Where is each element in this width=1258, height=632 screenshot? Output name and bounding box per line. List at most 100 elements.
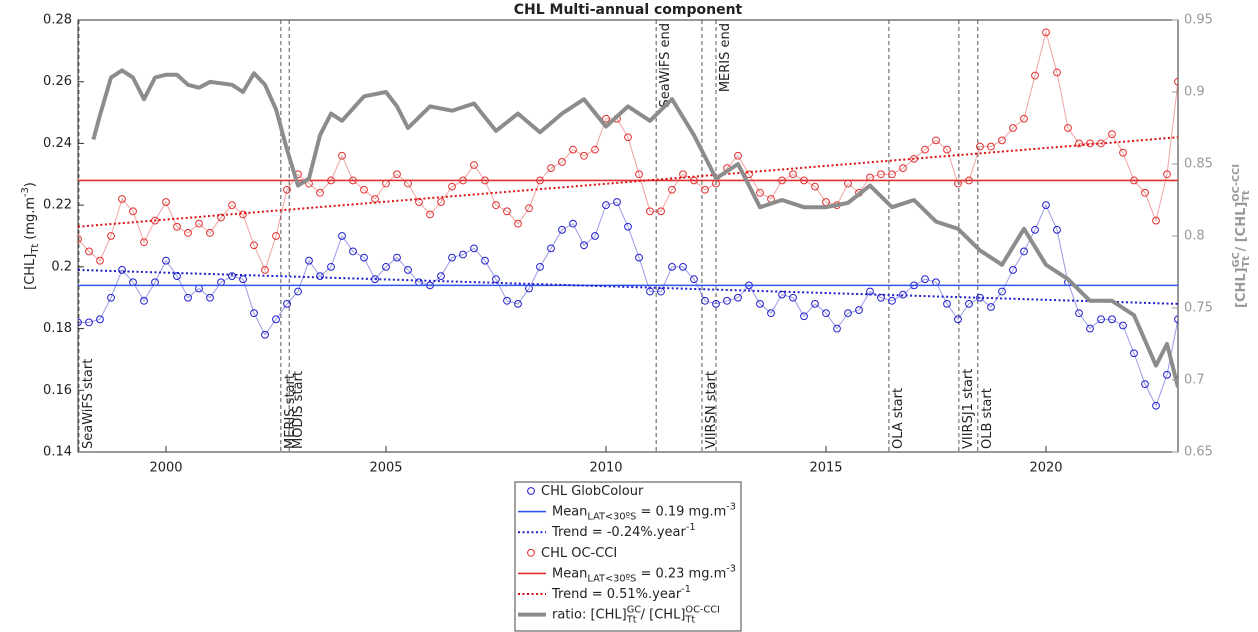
data-point	[624, 222, 632, 231]
data-point	[360, 185, 368, 194]
data-point	[107, 232, 115, 240]
y-tick-label: 0.18	[43, 321, 72, 336]
data-point	[525, 204, 533, 213]
text-part: -1	[681, 584, 691, 595]
data-point	[976, 142, 984, 151]
legend-label: MeanLAT<30ºS = 0.23 mg.m-3	[552, 563, 736, 584]
data-point	[888, 170, 896, 179]
event-label: MERIS start	[283, 374, 298, 449]
data-point	[1009, 124, 1017, 132]
data-point	[1119, 148, 1127, 157]
data-point	[470, 161, 478, 169]
data-point	[1031, 225, 1039, 234]
data-point	[800, 312, 808, 321]
text-part: )	[23, 182, 38, 187]
data-point	[899, 164, 907, 173]
text-part: Trend = -0.24%.year	[551, 525, 687, 540]
data-point	[690, 275, 698, 284]
data-point	[162, 256, 170, 265]
data-point	[107, 293, 115, 302]
data-point	[1174, 77, 1178, 86]
event-label: OLA start	[891, 388, 906, 449]
data-point	[382, 262, 390, 271]
y2-tick-label: 0.85	[1184, 157, 1213, 172]
y-tick-label: 0.2	[51, 259, 72, 274]
data-point	[921, 145, 929, 154]
data-point	[547, 164, 555, 173]
data-point	[789, 293, 797, 302]
data-point	[811, 299, 819, 308]
data-point	[437, 198, 445, 206]
event-label: SeaWiFS end	[658, 23, 673, 108]
data-point	[195, 219, 203, 228]
text-part: GC	[627, 605, 642, 616]
x-tick-label: 2015	[809, 461, 842, 476]
data-point	[734, 151, 742, 160]
text-part: Tt	[1241, 190, 1252, 202]
data-point	[1053, 68, 1061, 77]
legend-label: MeanLAT<30ºS = 0.19 mg.m-3	[552, 502, 736, 523]
legend-marker	[527, 487, 535, 495]
text-part: -3	[20, 187, 31, 197]
data-point	[173, 222, 181, 231]
data-point	[987, 303, 995, 311]
event-label: MERIS end	[718, 23, 733, 92]
data-point	[338, 151, 346, 160]
data-point	[833, 324, 841, 333]
text-part: [CHL]	[23, 254, 38, 290]
data-point	[272, 232, 280, 240]
data-point	[591, 145, 599, 154]
data-point	[503, 296, 511, 305]
data-point	[261, 330, 269, 339]
data-point	[998, 287, 1006, 296]
data-point	[778, 290, 786, 299]
data-point	[1086, 324, 1094, 333]
data-point	[85, 318, 93, 327]
data-point	[283, 185, 291, 194]
text-part: ratio: [CHL]	[552, 608, 627, 623]
text-part: OC-CCI	[1231, 164, 1242, 202]
data-point	[327, 262, 335, 271]
data-point	[822, 309, 830, 318]
y2-axis-label: [CHL]GCTt / [CHL]OC-CCITt	[1231, 164, 1252, 308]
text-part: LAT<30ºS	[587, 573, 636, 584]
data-point	[316, 272, 324, 281]
y2-tick-label: 0.75	[1184, 301, 1213, 316]
y-axis-label: [CHL]Tt (mg.m-3)	[20, 182, 41, 290]
data-point	[580, 241, 588, 250]
legend-marker	[527, 548, 535, 557]
data-point	[877, 293, 885, 302]
data-point	[602, 114, 610, 123]
y-tick-label: 0.28	[43, 13, 72, 28]
x-tick-label: 2020	[1029, 461, 1062, 476]
y2-tick-label: 0.95	[1184, 13, 1213, 28]
plot-frame	[77, 19, 1179, 453]
data-point	[536, 262, 544, 271]
data-point	[624, 133, 632, 142]
data-point	[470, 244, 478, 253]
data-point	[965, 299, 973, 308]
data-point	[723, 296, 731, 305]
data-point	[668, 185, 676, 194]
data-point	[954, 315, 962, 324]
data-point	[1020, 114, 1028, 123]
event-label: SeaWiFS start	[81, 359, 96, 449]
event-label: MODIS start	[291, 371, 306, 449]
data-point	[448, 182, 456, 191]
text-part: -3	[726, 502, 736, 513]
data-point	[569, 145, 577, 154]
data-point	[1064, 124, 1072, 132]
data-point	[349, 247, 357, 256]
data-point	[85, 247, 93, 256]
series-curve	[78, 30, 1178, 272]
data-point	[987, 142, 995, 151]
data-point	[250, 309, 258, 318]
data-point	[514, 219, 522, 228]
data-point	[492, 275, 500, 284]
data-point	[272, 315, 280, 324]
data-point	[591, 232, 599, 240]
data-point	[613, 198, 621, 206]
data-point	[855, 306, 863, 314]
data-point	[1075, 309, 1083, 318]
